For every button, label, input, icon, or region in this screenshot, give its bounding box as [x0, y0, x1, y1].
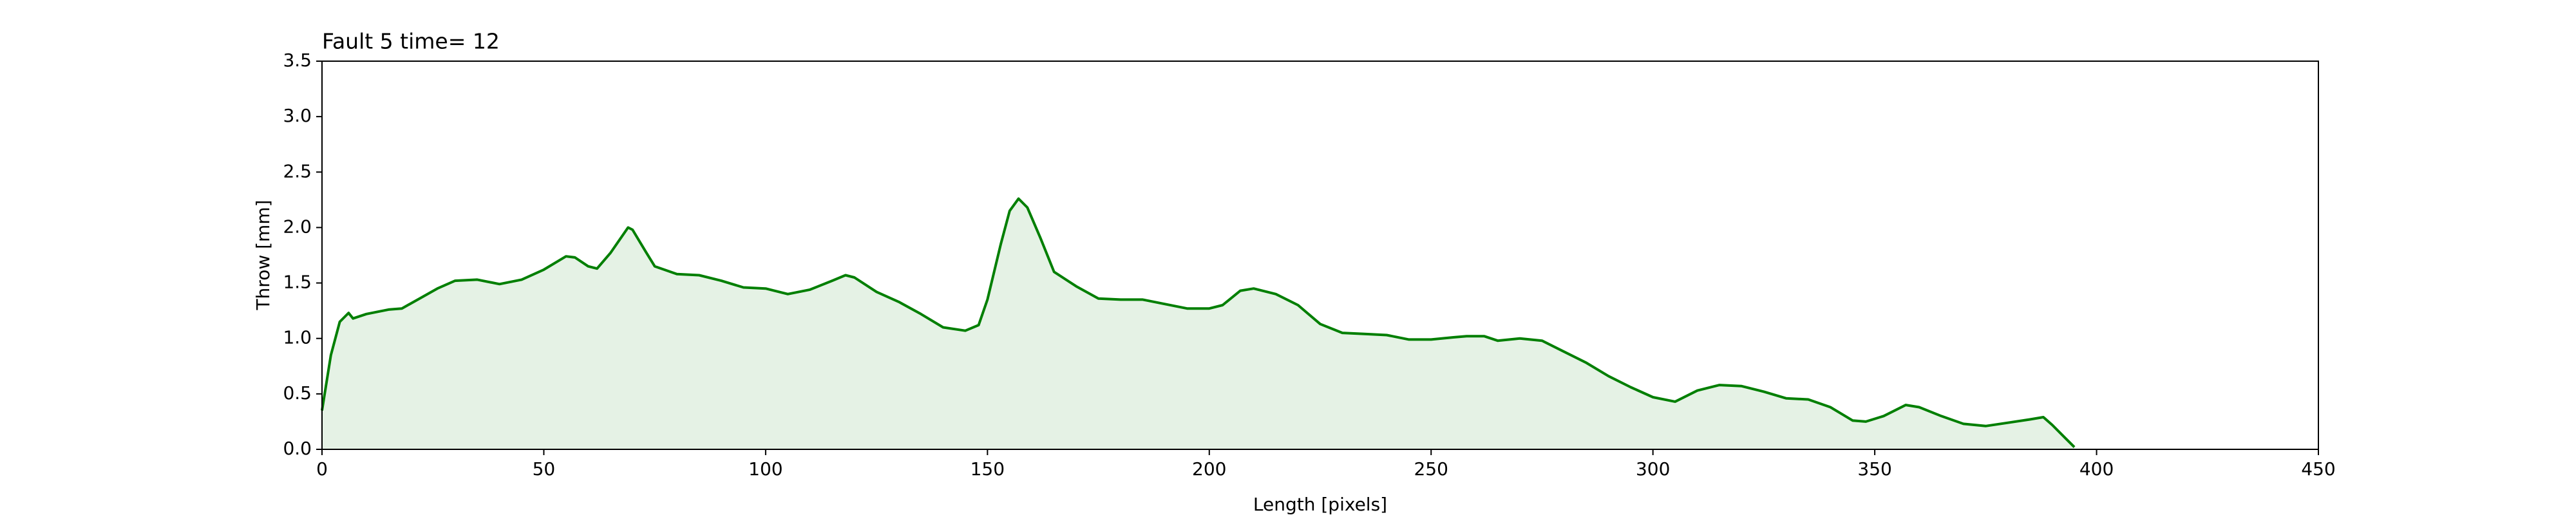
y-tick-label: 1.5: [283, 272, 312, 293]
y-tick-label: 0.0: [283, 438, 312, 459]
y-tick-label: 1.0: [283, 327, 312, 348]
line: [321, 197, 2076, 449]
x-tick-label: 300: [1636, 458, 1670, 480]
y-tick-label: 3.0: [283, 105, 312, 126]
x-tick-label: 450: [2301, 458, 2335, 480]
chart-title: Fault 5 time= 12: [322, 29, 500, 54]
x-tick-label: 350: [1857, 458, 1891, 480]
x-tick-label: 0: [316, 458, 328, 480]
x-tick-label: 100: [748, 458, 782, 480]
area: [322, 198, 2075, 449]
y-axis-label: Throw [mm]: [252, 200, 274, 310]
x-tick-label: 150: [971, 458, 1005, 480]
y-tick-label: 3.5: [283, 50, 312, 71]
x-tick-label: 250: [1414, 458, 1448, 480]
y-tick-label: 2.0: [283, 216, 312, 237]
plot-frame: [321, 61, 2319, 450]
x-tick-label: 50: [533, 458, 556, 480]
y-tick-label: 0.5: [283, 382, 312, 404]
x-axis-label: Length [pixels]: [1253, 494, 1387, 515]
x-tick-label: 400: [2079, 458, 2114, 480]
x-tick-label: 200: [1192, 458, 1226, 480]
y-tick-label: 2.5: [283, 160, 312, 182]
